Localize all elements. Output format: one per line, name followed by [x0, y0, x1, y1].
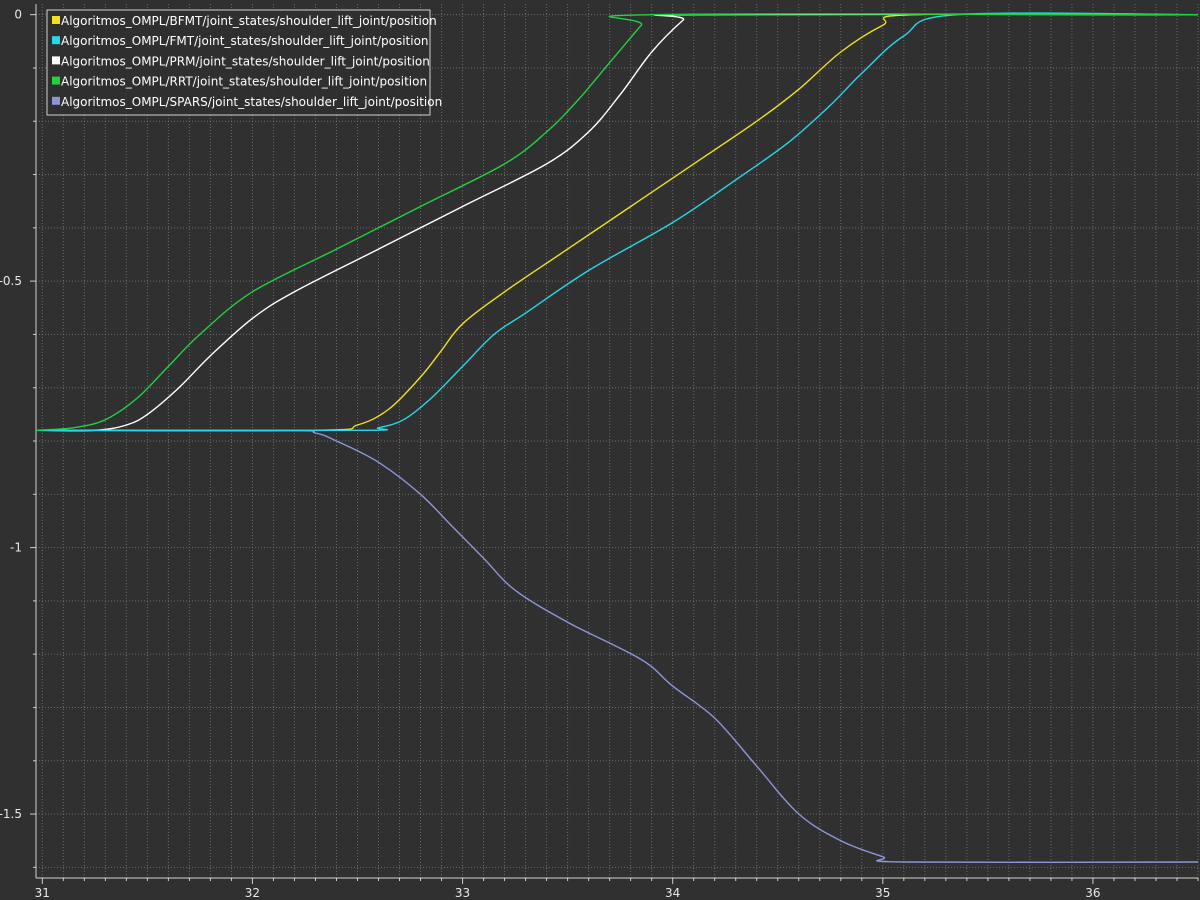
series-lines — [35, 12, 1199, 864]
x-tick-label: 33 — [455, 886, 470, 900]
legend-swatch — [52, 16, 60, 24]
legend-swatch — [52, 56, 60, 65]
legend-swatch — [52, 96, 60, 105]
series-line — [35, 13, 1199, 431]
legend-entry: Algoritmos_OMPL/FMT/joint_states/shoulde… — [61, 34, 429, 48]
series-line — [35, 13, 1199, 432]
x-tick-label: 32 — [245, 886, 260, 900]
x-tick-label: 36 — [1085, 886, 1100, 900]
x-tick-label: 31 — [35, 886, 50, 900]
legend-swatch — [52, 36, 60, 45]
y-tick-label: 0 — [14, 8, 22, 22]
y-tick-label: -0.5 — [0, 274, 22, 288]
legend: Algoritmos_OMPL/BFMT/joint_states/should… — [46, 9, 442, 116]
legend-box — [46, 9, 431, 116]
y-tick-label: -1 — [10, 541, 22, 555]
x-tick-label: 35 — [875, 886, 890, 900]
legend-swatch — [52, 76, 60, 85]
legend-entry: Algoritmos_OMPL/RRT/joint_states/shoulde… — [61, 75, 427, 89]
y-tick-label: -1.5 — [0, 807, 22, 821]
series-line — [35, 12, 1199, 432]
legend-entry: Algoritmos_OMPL/PRM/joint_states/shoulde… — [61, 54, 430, 68]
grid — [36, 4, 1199, 878]
series-line — [35, 429, 1199, 864]
x-tick-label: 34 — [665, 886, 680, 900]
legend-entry: Algoritmos_OMPL/SPARS/joint_states/shoul… — [61, 95, 442, 109]
axes: 31 32 33 34 35 36 0 -0.5 -1 -1.5 — [0, 4, 1199, 900]
legend-entry: Algoritmos_OMPL/BFMT/joint_states/should… — [61, 14, 437, 28]
